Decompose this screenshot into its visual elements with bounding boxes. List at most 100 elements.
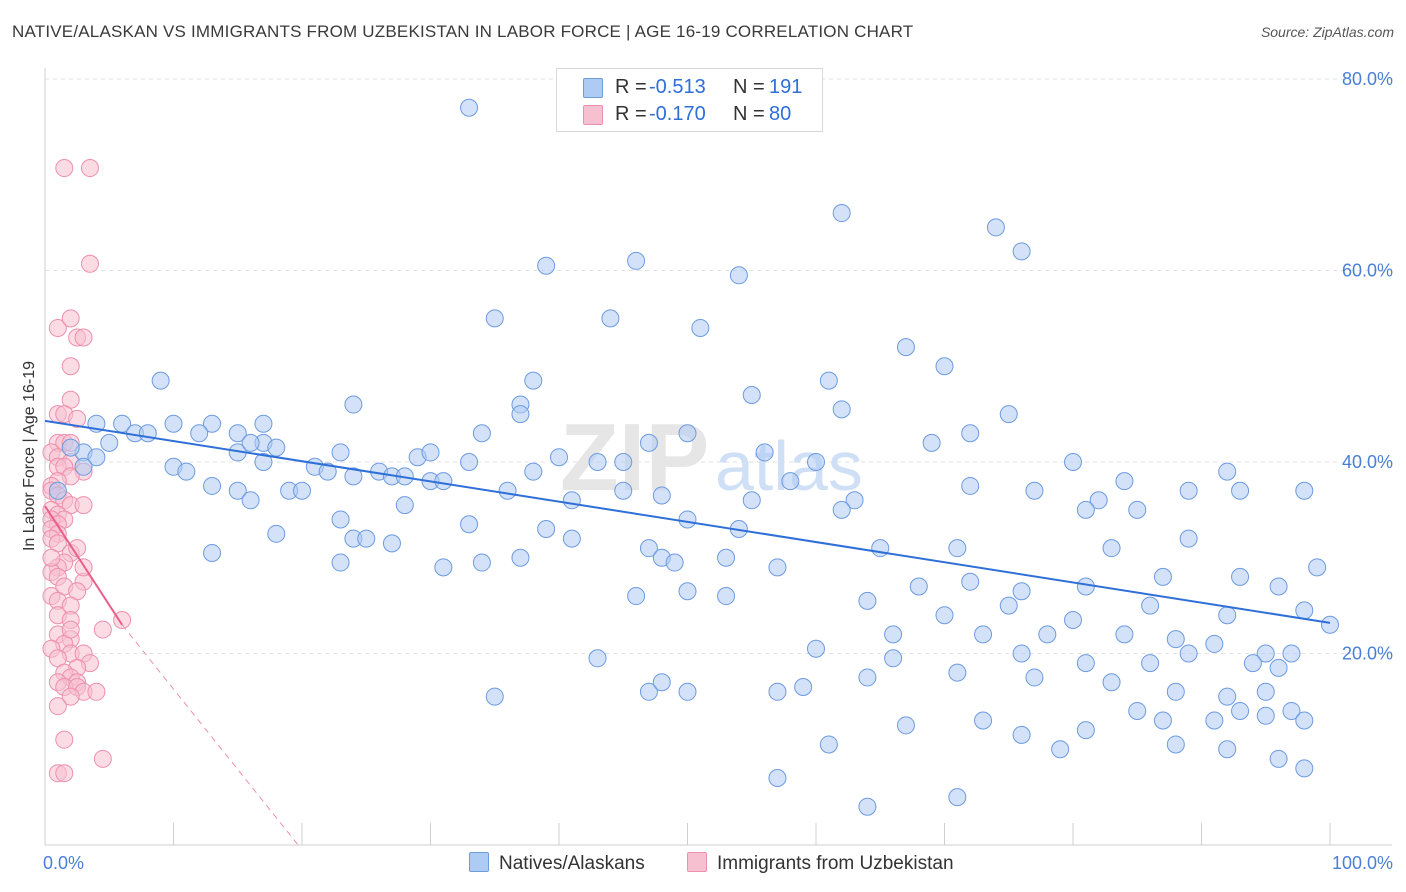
natives-point bbox=[395, 496, 414, 515]
natives-point bbox=[1166, 682, 1185, 701]
natives-point bbox=[1064, 610, 1082, 629]
natives-point bbox=[1012, 725, 1031, 744]
natives-point bbox=[1025, 668, 1044, 687]
y-tick-label: 40.0% bbox=[1342, 452, 1393, 472]
natives-legend-swatch bbox=[469, 852, 489, 872]
natives-point bbox=[331, 510, 350, 529]
natives-point bbox=[1269, 658, 1288, 677]
natives-point bbox=[550, 448, 568, 467]
natives-point bbox=[794, 678, 813, 697]
natives-point bbox=[601, 309, 620, 328]
natives-point bbox=[896, 716, 915, 735]
natives-point bbox=[151, 371, 170, 390]
natives-point bbox=[755, 443, 774, 462]
natives-point bbox=[241, 433, 260, 452]
immigrants-point bbox=[87, 682, 106, 701]
natives-point bbox=[1166, 735, 1185, 754]
natives-point bbox=[1012, 582, 1031, 601]
natives-point bbox=[434, 472, 453, 491]
natives-point bbox=[781, 472, 800, 491]
immigrants-point bbox=[74, 328, 93, 347]
r-value: -0.170 bbox=[649, 103, 706, 125]
natives-point bbox=[562, 529, 581, 548]
natives-point bbox=[138, 424, 157, 443]
natives-point bbox=[1076, 500, 1095, 519]
natives-point bbox=[1025, 481, 1044, 500]
natives-point bbox=[1153, 567, 1172, 586]
natives-trend-line bbox=[44, 419, 1331, 624]
natives-point bbox=[1295, 601, 1314, 620]
n-value: 80 bbox=[769, 103, 792, 125]
natives-point bbox=[652, 673, 671, 692]
natives-points bbox=[48, 98, 1339, 816]
immigrants-point bbox=[61, 357, 80, 376]
legend-row-immigrants: R = -0.170 N = 80 bbox=[557, 101, 822, 127]
natives-point bbox=[1076, 654, 1095, 673]
natives-point bbox=[1179, 644, 1198, 663]
natives-point bbox=[1166, 630, 1185, 649]
natives-point bbox=[691, 318, 710, 337]
natives-point bbox=[614, 481, 633, 500]
natives-point bbox=[87, 448, 106, 467]
natives-point bbox=[190, 424, 209, 443]
natives-point bbox=[1295, 481, 1314, 500]
natives-point bbox=[485, 309, 504, 328]
n-label: N = bbox=[733, 76, 765, 98]
natives-point bbox=[1256, 706, 1275, 725]
natives-point bbox=[1076, 577, 1095, 596]
natives-point bbox=[203, 414, 222, 433]
immigrants-swatch bbox=[583, 105, 603, 125]
natives-point bbox=[652, 486, 671, 505]
natives-point bbox=[1102, 673, 1121, 692]
immigrants-point bbox=[55, 159, 74, 178]
natives-point bbox=[1179, 529, 1198, 548]
natives-point bbox=[832, 204, 851, 223]
natives-point bbox=[858, 591, 877, 610]
natives-point bbox=[228, 424, 247, 443]
natives-point bbox=[1231, 701, 1250, 720]
natives-point bbox=[1218, 687, 1237, 706]
natives-point bbox=[974, 625, 993, 644]
n-value: 191 bbox=[769, 76, 803, 98]
natives-point bbox=[999, 596, 1018, 615]
immigrants-point bbox=[61, 620, 80, 639]
natives-point bbox=[1128, 701, 1147, 720]
natives-point bbox=[164, 414, 183, 433]
natives-point bbox=[1141, 596, 1160, 615]
natives-point bbox=[948, 663, 967, 682]
natives-point bbox=[717, 587, 736, 606]
natives-point bbox=[485, 687, 504, 706]
natives-point bbox=[293, 481, 311, 500]
natives-point bbox=[382, 534, 401, 553]
natives-point bbox=[1012, 242, 1031, 261]
natives-point bbox=[1153, 711, 1172, 730]
natives-point bbox=[1269, 749, 1288, 768]
watermark-zip: ZIP bbox=[560, 404, 709, 511]
immigrants-points bbox=[42, 159, 132, 783]
chart-title: NATIVE/ALASKAN VS IMMIGRANTS FROM UZBEKI… bbox=[12, 22, 914, 41]
natives-point bbox=[832, 500, 851, 519]
natives-point bbox=[948, 539, 967, 558]
natives-point bbox=[344, 467, 363, 486]
r-value: -0.513 bbox=[649, 76, 706, 98]
natives-point bbox=[1115, 625, 1134, 644]
natives-point bbox=[627, 587, 646, 606]
natives-point bbox=[819, 735, 838, 754]
natives-point bbox=[922, 433, 941, 452]
legend-item-natives: Natives/Alaskans bbox=[469, 852, 645, 875]
natives-point bbox=[742, 385, 761, 404]
immigrants-point bbox=[55, 764, 74, 783]
r-label: R = bbox=[615, 103, 647, 125]
natives-point bbox=[524, 371, 543, 390]
natives-point bbox=[1076, 721, 1095, 740]
natives-point bbox=[203, 543, 222, 562]
legend-item-immigrants: Immigrants from Uzbekistan bbox=[687, 852, 954, 875]
natives-point bbox=[639, 682, 658, 701]
natives-point bbox=[421, 443, 440, 462]
natives-point bbox=[961, 476, 980, 495]
natives-point bbox=[768, 768, 787, 787]
natives-point bbox=[614, 453, 633, 471]
natives-point bbox=[48, 481, 67, 500]
natives-point bbox=[267, 524, 286, 543]
natives-point bbox=[1115, 472, 1134, 491]
